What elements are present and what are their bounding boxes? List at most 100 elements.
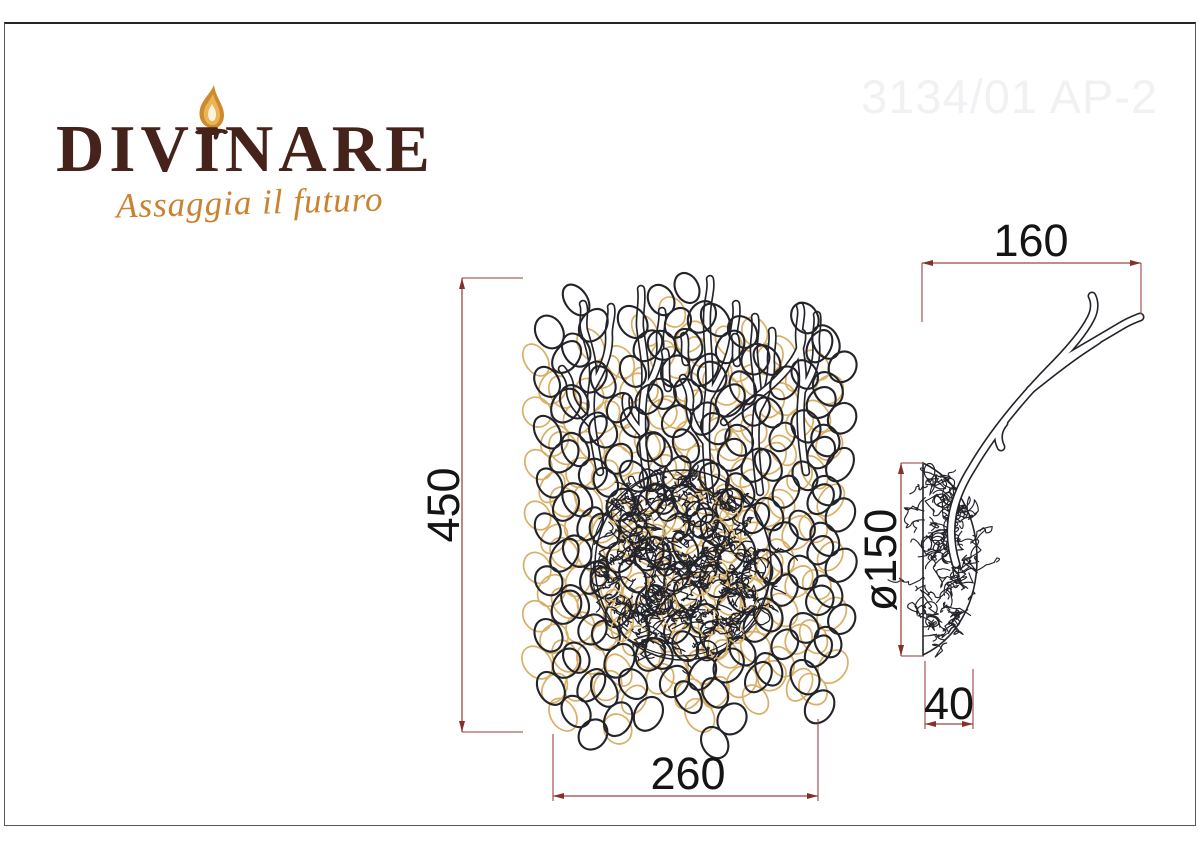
scribble — [954, 572, 975, 585]
crystal-bead — [671, 428, 701, 464]
front-view-dome — [582, 464, 799, 674]
scribble — [685, 555, 691, 574]
crystal-bead — [768, 521, 799, 553]
scribble — [698, 573, 727, 588]
crystal-bead — [533, 617, 564, 653]
crystal-bead — [590, 566, 619, 599]
scribble — [932, 504, 956, 517]
extension-lines — [552, 719, 819, 801]
scribble — [616, 601, 630, 632]
dome-outline-sketch — [590, 469, 772, 657]
crystal-bead — [561, 482, 594, 518]
dome-scribbles — [582, 464, 799, 674]
crystal-bead — [673, 680, 703, 715]
crystal-bead — [550, 387, 582, 424]
scribble — [674, 515, 696, 527]
scribble — [967, 591, 976, 601]
crystal-bead — [522, 551, 552, 585]
crystal-bead — [561, 283, 591, 317]
scribble — [666, 600, 682, 620]
crystal-bead — [576, 506, 605, 542]
scribble — [725, 610, 750, 630]
scribble — [609, 550, 626, 562]
dome-accent-bead — [691, 490, 717, 515]
scribble — [706, 488, 721, 504]
crystal-bead — [753, 496, 785, 532]
arrowhead — [807, 793, 818, 799]
crystal-bead — [753, 448, 783, 482]
crystal-bead — [647, 398, 678, 430]
crystal-bead — [534, 565, 564, 597]
crystal-bead — [768, 421, 796, 453]
scribble — [616, 536, 625, 545]
dome-bead — [695, 640, 718, 662]
scribble — [676, 464, 699, 486]
scribble — [633, 499, 644, 524]
candle-wick — [195, 128, 228, 142]
dome-bead — [685, 500, 708, 528]
flame-core — [208, 104, 216, 121]
dome-bead — [646, 469, 665, 493]
scribble — [643, 604, 655, 616]
scribble — [688, 488, 708, 500]
scribble — [903, 505, 925, 529]
scribble — [929, 473, 938, 497]
scribble — [743, 546, 767, 579]
scribble — [695, 567, 711, 592]
arrowhead — [898, 645, 904, 656]
crystal-bead — [574, 377, 605, 412]
crystal-bead — [825, 446, 855, 483]
crystal-bead — [824, 547, 858, 583]
crystal-bead — [561, 534, 593, 568]
scribble — [639, 558, 662, 570]
scribble — [728, 536, 736, 549]
flame-icon — [190, 84, 234, 146]
scribble — [636, 512, 652, 526]
scribble — [950, 557, 1001, 573]
branch-fill — [589, 304, 615, 391]
scribble — [970, 525, 993, 544]
crystal-bead — [576, 593, 606, 627]
scribble — [610, 546, 637, 560]
crystal-bead — [560, 431, 591, 468]
scribble — [740, 584, 760, 603]
scribble — [681, 490, 702, 507]
scribble — [947, 611, 960, 621]
scribble — [741, 557, 759, 573]
scribble — [912, 519, 925, 533]
scribble — [946, 609, 961, 627]
arrowhead — [898, 463, 904, 474]
scribble — [721, 583, 744, 599]
scribble — [942, 588, 953, 609]
crystal-bead — [577, 457, 608, 490]
crystal-strand — [532, 314, 583, 706]
scribble — [654, 563, 672, 585]
scribble — [676, 603, 697, 619]
dimension-height: 450 — [418, 277, 523, 733]
scribble — [661, 536, 682, 549]
crystal-bead — [785, 667, 814, 702]
scribble — [671, 565, 692, 581]
scribble — [659, 607, 693, 620]
scribble — [614, 596, 631, 609]
scribble — [757, 603, 780, 613]
scribble — [667, 586, 688, 597]
scribble — [943, 478, 957, 494]
scribble — [924, 493, 950, 513]
scribble — [728, 597, 738, 608]
dome-bead — [619, 513, 638, 538]
scribble — [631, 628, 649, 639]
scribble — [932, 479, 948, 503]
arrowhead — [925, 721, 936, 727]
crystal-bead — [813, 625, 843, 659]
dimension-label-diameter: ø150 — [855, 509, 906, 612]
scribble — [706, 522, 719, 539]
crystal-bead — [548, 430, 580, 466]
scribble — [959, 512, 968, 530]
crystal-bead — [752, 344, 782, 376]
dome-bead — [589, 564, 609, 587]
scribble — [647, 586, 663, 600]
crystal-bead — [560, 584, 591, 619]
scribble — [915, 584, 930, 594]
crystal-bead — [784, 565, 814, 599]
